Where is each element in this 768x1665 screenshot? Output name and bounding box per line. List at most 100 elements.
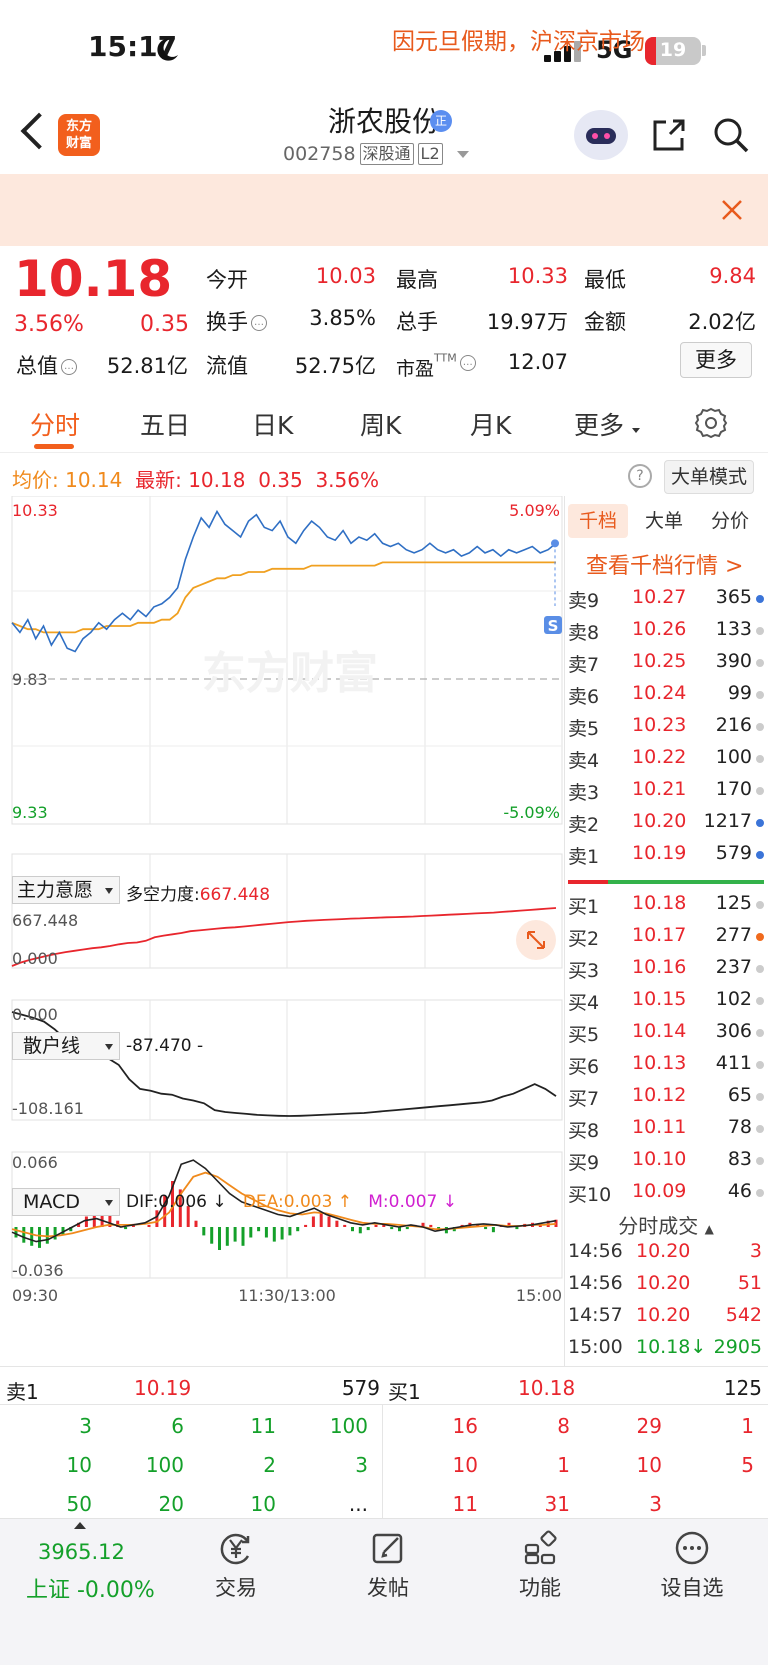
bid-row[interactable]: 买4 10.15 102 [568, 988, 766, 1020]
nav-trade[interactable]: 交易 [176, 1530, 296, 1602]
ask-row[interactable]: 卖4 10.22 100 [568, 746, 766, 778]
ask-queue-cell: ... [348, 1492, 368, 1516]
bid-row[interactable]: 买6 10.13 411 [568, 1052, 766, 1084]
gear-icon[interactable] [694, 406, 728, 440]
bid-queue-cell: 29 [636, 1414, 662, 1438]
ask1-label: 卖1 [6, 1380, 39, 1404]
tab-price-dist[interactable]: 分价 [710, 510, 749, 532]
info-icon[interactable]: … [459, 355, 476, 371]
bid-row[interactable]: 买3 10.16 237 [568, 956, 766, 988]
selector-label: 主力意愿 [17, 879, 94, 901]
search-icon[interactable] [712, 116, 750, 154]
level-price: 10.21 [632, 778, 687, 800]
nav-functions[interactable]: 功能 [480, 1530, 600, 1602]
ask-row[interactable]: 卖3 10.21 170 [568, 778, 766, 810]
battery-level: 19 [659, 39, 687, 61]
level-label: 卖7 [568, 654, 600, 676]
ask-row[interactable]: 卖2 10.20 1217 [568, 810, 766, 842]
intraday-chart[interactable]: 东方财富 S 10.33 9.83 9.33 5.09% -5.09% 667.448 0.00… [0, 496, 566, 1366]
level-volume: 306 [715, 1020, 752, 1042]
field-value-volume: 19.97万 [486, 310, 568, 334]
ask-queue-cell: 10 [66, 1453, 92, 1477]
dif-line [11, 1159, 557, 1243]
ask-row[interactable]: 卖7 10.25 390 [568, 650, 766, 682]
tab-daily-k[interactable]: 日K [252, 411, 294, 440]
moon-icon [157, 38, 178, 61]
level-volume: 46 [727, 1180, 752, 1202]
retail-line-selector[interactable]: 散户线 [12, 1032, 120, 1060]
info-icon[interactable]: … [61, 359, 77, 375]
index-value[interactable]: 3965.12 [38, 1540, 125, 1564]
tab-indicator [34, 444, 74, 449]
notice-banner[interactable] [0, 174, 768, 246]
level-price: 10.22 [632, 746, 687, 768]
level-price: 10.27 [632, 586, 687, 608]
ask1-vol: 579 [341, 1376, 380, 1400]
ask-row[interactable]: 卖9 10.27 365 [568, 586, 766, 618]
trade-yen-icon [220, 1533, 250, 1565]
bid-row[interactable]: 买2 10.17 277 [568, 924, 766, 956]
y-mid-label: 9.83 [12, 670, 48, 689]
field-value-open: 10.03 [315, 264, 376, 288]
latest-change: 0.35 [258, 468, 303, 492]
divider [0, 452, 768, 453]
battery-icon: 19 [645, 37, 701, 65]
bid-row[interactable]: 买1 10.18 125 [568, 892, 766, 924]
level-volume: 579 [715, 842, 752, 864]
level-tag: L2 [417, 143, 443, 165]
big-order-mode-button[interactable]: 大单模式 [664, 460, 754, 494]
ask-row[interactable]: 卖6 10.24 99 [568, 682, 766, 714]
index-label[interactable]: 上证 -0.00% [26, 1572, 155, 1604]
nav-post[interactable]: 发帖 [328, 1530, 448, 1602]
tab-intraday[interactable]: 分时 [30, 411, 81, 440]
trade-time: 14:56 [568, 1272, 623, 1294]
ask-queue-cell: 10 [250, 1492, 276, 1516]
view-depth-link[interactable]: 查看千档行情 > [586, 554, 744, 579]
tab-big-order[interactable]: 大单 [644, 510, 683, 532]
macd-selector[interactable]: MACD [12, 1188, 120, 1216]
trade-row: 15:00 10.18↓ 2905 [568, 1336, 766, 1368]
robot-assistant-icon[interactable] [574, 110, 628, 160]
stock-code-line[interactable]: 002758 深股通 L2 [283, 143, 469, 165]
bid-row[interactable]: 买10 10.09 46 [568, 1180, 766, 1212]
nav-add-watchlist[interactable]: 设自选 [632, 1530, 752, 1602]
app-logo[interactable]: 东方 财富 [58, 114, 100, 156]
field-label-turnover[interactable]: 换手… [206, 306, 267, 336]
more-button[interactable]: 更多 [680, 342, 752, 378]
tab-depth[interactable]: 千档 [568, 504, 628, 538]
expand-up-icon[interactable] [74, 1522, 86, 1529]
field-label-pe[interactable]: 市盈TTM… [396, 348, 476, 380]
level-price: 10.19 [632, 842, 687, 864]
trade-price: 10.20 [636, 1272, 691, 1294]
info-icon[interactable]: … [251, 315, 267, 331]
main-force-selector[interactable]: 主力意愿 [12, 876, 120, 904]
level-volume: 411 [715, 1052, 752, 1074]
pct-top-label: 5.09% [509, 501, 560, 520]
share-icon[interactable] [650, 116, 688, 154]
help-icon[interactable]: ? [628, 464, 652, 488]
ask-row[interactable]: 卖8 10.26 133 [568, 618, 766, 650]
level-dot [756, 997, 764, 1005]
level-price: 10.20 [632, 810, 687, 832]
bid-row[interactable]: 买9 10.10 83 [568, 1148, 766, 1180]
level-label: 买4 [568, 992, 600, 1014]
ask-row[interactable]: 卖5 10.23 216 [568, 714, 766, 746]
field-label-total-cap[interactable]: 总值… [16, 350, 77, 380]
bid-row[interactable]: 买8 10.11 78 [568, 1116, 766, 1148]
verified-badge: 正 [430, 110, 452, 132]
close-icon[interactable] [718, 196, 746, 224]
tab-weekly-k[interactable]: 周K [360, 411, 402, 440]
field-label: 最低 [584, 268, 626, 292]
level-label: 买6 [568, 1056, 600, 1078]
level-volume: 390 [715, 650, 752, 672]
trades-header[interactable]: 分时成交 ▲ [618, 1214, 714, 1238]
ask-row[interactable]: 卖1 10.19 579 [568, 842, 766, 874]
tab-monthly-k[interactable]: 月K [470, 411, 512, 440]
field-value-total-cap: 52.81亿 [106, 354, 188, 378]
bid-row[interactable]: 买5 10.14 306 [568, 1020, 766, 1052]
tab-more[interactable]: 更多 [574, 411, 625, 440]
trade-time: 14:56 [568, 1240, 623, 1262]
retail-line [11, 1011, 557, 1117]
tab-five-day[interactable]: 五日 [140, 411, 191, 440]
bid-row[interactable]: 买7 10.12 65 [568, 1084, 766, 1116]
